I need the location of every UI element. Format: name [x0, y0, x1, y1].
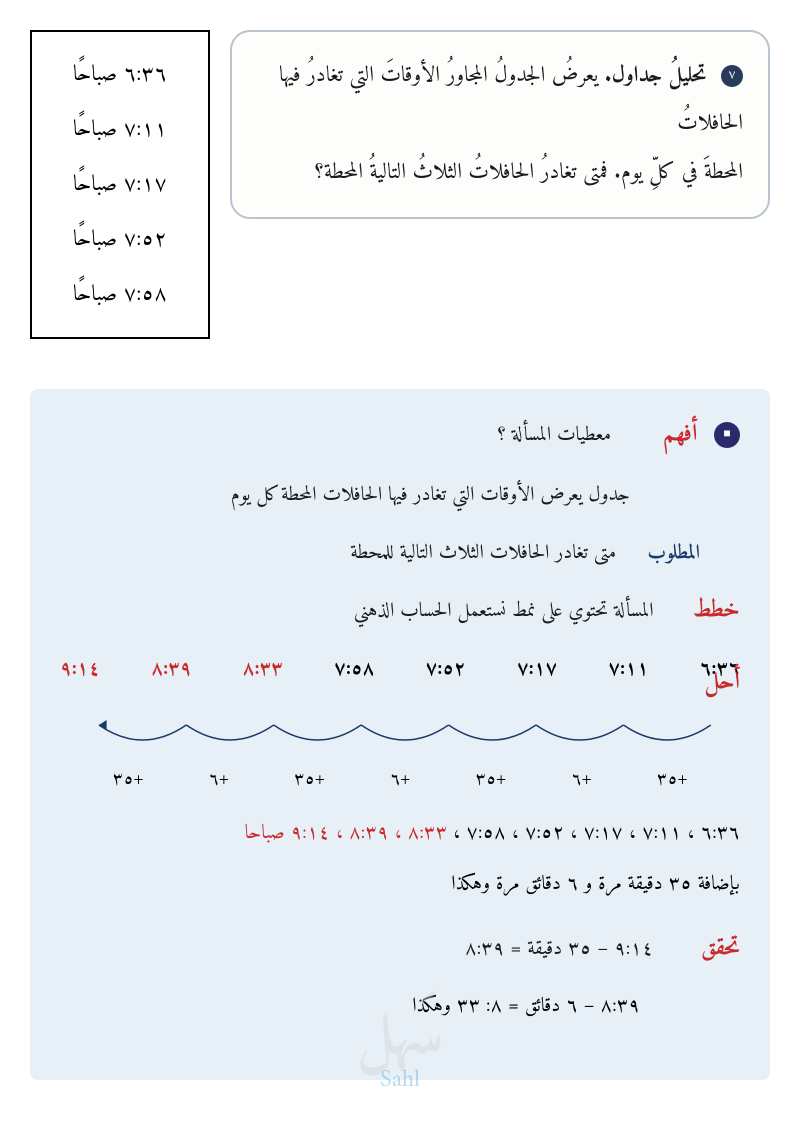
table-row: ٧:٥٢ صباحًا [42, 212, 198, 267]
required-row: المطلوب متى تغادر الحافلات الثلاث التالي… [60, 533, 740, 573]
seq-time: ٧:٥٢ [426, 652, 466, 687]
seq-time: ٨:٣٩ [151, 652, 191, 687]
seq-time: ٩:١٤ [60, 652, 100, 687]
increment: ٦+ [390, 765, 410, 796]
table-row: ٧:١١ صباحًا [42, 102, 198, 157]
seq-time: ٧:١١ [608, 652, 648, 687]
increment: ٦+ [209, 765, 229, 796]
required-text: متى تغادر الحافلات الثلاث التالية للمحطة [350, 536, 616, 571]
plan-text: المسألة تحتوي على نمط نستعمل الحساب الذه… [354, 594, 654, 629]
required-label: المطلوب [648, 536, 700, 571]
question-box: ٧ تحليلُ جداول. يعرضُ الجدولُ المجاورُ ا… [230, 30, 770, 219]
question-line2: المحطةَ في كلِّ يوم. فمتى تغادرُ الحافلا… [315, 153, 743, 192]
step-badge-icon: ■ [714, 422, 740, 448]
result-black: ٦:٣٦ ، ٧:١١ ، ٧:١٧ ، ٧:٥٢ ، ٧:٥٨ ، [453, 816, 740, 851]
question-number-badge: ٧ [721, 65, 743, 87]
understand-q1: معطيات المسألة ؟ [498, 418, 612, 453]
increment: ٣٥+ [657, 765, 688, 796]
understand-a1: جدول يعرض الأوقات التي تغادر فيها الحافل… [231, 478, 630, 513]
solution-section: ■ أفهم معطيات المسألة ؟ جدول يعرض الأوقا… [30, 389, 770, 1080]
increments-row: ٣٥+ ٦+ ٣٥+ ٦+ ٣٥+ ٦+ ٣٥+ [60, 765, 740, 796]
curve-arcs-icon [60, 710, 740, 760]
watermark-sub: Sahl [380, 1060, 420, 1102]
understand-label: أفهم [628, 414, 698, 457]
result-red: ٨:٣٣ ، ٨:٣٩ ، ٩:١٤ صباحا [245, 816, 448, 851]
increment: ٣٥+ [475, 765, 506, 796]
table-row: ٦:٣٦ صباحًا [42, 47, 198, 102]
table-row: ٧:٥٨ صباحًا [42, 267, 198, 322]
question-text: ٧ تحليلُ جداول. يعرضُ الجدولُ المجاورُ ا… [257, 52, 743, 197]
result-sequence: ٦:٣٦ ، ٧:١١ ، ٧:١٧ ، ٧:٥٢ ، ٧:٥٨ ، ٨:٣٣ … [60, 816, 740, 852]
seq-time: ٨:٣٣ [243, 652, 283, 687]
top-section: ٧ تحليلُ جداول. يعرضُ الجدولُ المجاورُ ا… [0, 0, 800, 359]
check-row: تحقق ٩:١٤ – ٣٥ دقيقة = ٨:٣٩ [60, 928, 740, 971]
explanation-text: بإضافة ٣٥ دقيقة مرة و ٦ دقائق مرة وهكذا [451, 867, 740, 902]
seq-time: ٧:٥٨ [334, 652, 374, 687]
check-label: تحقق [670, 928, 740, 971]
plan-row: خطط المسألة تحتوي على نمط نستعمل الحساب … [60, 590, 740, 633]
explanation-line: بإضافة ٣٥ دقيقة مرة و ٦ دقائق مرة وهكذا [60, 867, 740, 903]
increment: ٣٥+ [294, 765, 325, 796]
question-title: تحليلُ جداول. [605, 56, 707, 95]
check-line2: ٨:٣٩ – ٦ دقائق = ٨: ٣٣ وهكذا [412, 989, 640, 1024]
increment: ٣٥+ [113, 765, 144, 796]
solve-label: أحل [670, 662, 740, 705]
curve-row [60, 710, 740, 760]
increment: ٦+ [571, 765, 591, 796]
seq-time: ٧:١٧ [517, 652, 557, 687]
plan-label: خطط [670, 590, 740, 633]
check-line1: ٩:١٤ – ٣٥ دقيقة = ٨:٣٩ [465, 932, 654, 967]
table-row: ٧:١٧ صباحًا [42, 157, 198, 212]
times-table: ٦:٣٦ صباحًا ٧:١١ صباحًا ٧:١٧ صباحًا ٧:٥٢… [30, 30, 210, 339]
understand-a1-row: جدول يعرض الأوقات التي تغادر فيها الحافل… [60, 475, 740, 515]
understand-row: ■ أفهم معطيات المسألة ؟ [60, 414, 740, 457]
